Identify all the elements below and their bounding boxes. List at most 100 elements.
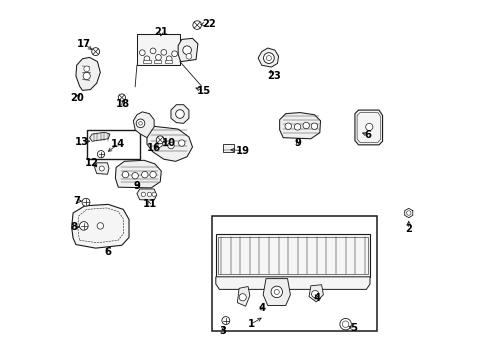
Circle shape bbox=[303, 122, 309, 129]
Text: 7: 7 bbox=[73, 196, 80, 206]
Text: 18: 18 bbox=[116, 99, 130, 109]
Text: 13: 13 bbox=[75, 138, 88, 147]
Circle shape bbox=[263, 53, 274, 63]
Polygon shape bbox=[147, 126, 192, 161]
Text: 1: 1 bbox=[247, 319, 254, 329]
Text: 21: 21 bbox=[154, 27, 168, 37]
Polygon shape bbox=[178, 39, 198, 62]
Circle shape bbox=[122, 171, 128, 178]
Circle shape bbox=[167, 142, 174, 149]
Text: 6: 6 bbox=[364, 130, 371, 140]
Polygon shape bbox=[258, 48, 278, 67]
Circle shape bbox=[139, 50, 145, 55]
Text: 2: 2 bbox=[405, 225, 411, 234]
Polygon shape bbox=[237, 287, 249, 306]
Polygon shape bbox=[263, 279, 290, 306]
Circle shape bbox=[274, 289, 279, 294]
Circle shape bbox=[141, 192, 145, 197]
Polygon shape bbox=[171, 105, 188, 123]
Text: 9: 9 bbox=[133, 181, 140, 192]
Circle shape bbox=[311, 291, 318, 298]
Circle shape bbox=[156, 136, 164, 144]
Polygon shape bbox=[94, 163, 109, 174]
Circle shape bbox=[161, 49, 166, 55]
Circle shape bbox=[152, 192, 156, 197]
Circle shape bbox=[82, 198, 90, 206]
Circle shape bbox=[294, 124, 300, 130]
Circle shape bbox=[406, 211, 410, 215]
Circle shape bbox=[156, 141, 162, 147]
Circle shape bbox=[166, 56, 172, 62]
Circle shape bbox=[149, 171, 156, 178]
Bar bbox=[143, 59, 150, 63]
Circle shape bbox=[150, 48, 156, 54]
Bar bbox=[215, 234, 369, 277]
Circle shape bbox=[185, 53, 191, 59]
Circle shape bbox=[139, 122, 142, 125]
Text: 22: 22 bbox=[202, 19, 216, 29]
Bar bbox=[87, 130, 140, 159]
Circle shape bbox=[92, 48, 100, 55]
Text: 4: 4 bbox=[313, 293, 320, 303]
Circle shape bbox=[136, 119, 144, 128]
Text: 6: 6 bbox=[104, 247, 111, 257]
Circle shape bbox=[310, 123, 317, 130]
Circle shape bbox=[155, 54, 161, 60]
Circle shape bbox=[147, 192, 151, 197]
Polygon shape bbox=[76, 57, 100, 90]
Circle shape bbox=[339, 319, 351, 330]
Polygon shape bbox=[133, 112, 154, 138]
Text: 17: 17 bbox=[77, 39, 91, 49]
Polygon shape bbox=[308, 285, 323, 302]
Polygon shape bbox=[115, 160, 161, 188]
Circle shape bbox=[222, 317, 229, 324]
Circle shape bbox=[285, 123, 291, 130]
Circle shape bbox=[118, 94, 125, 101]
Text: 16: 16 bbox=[147, 143, 161, 153]
Bar bbox=[217, 237, 367, 274]
Text: 5: 5 bbox=[350, 324, 357, 333]
Text: 9: 9 bbox=[294, 139, 301, 148]
Polygon shape bbox=[215, 277, 369, 289]
Text: 19: 19 bbox=[236, 145, 249, 156]
Circle shape bbox=[175, 110, 184, 118]
Circle shape bbox=[142, 171, 148, 178]
Bar bbox=[211, 216, 376, 331]
Text: 11: 11 bbox=[142, 199, 156, 210]
Circle shape bbox=[83, 66, 89, 72]
Polygon shape bbox=[137, 189, 156, 200]
Bar bbox=[223, 144, 234, 152]
Polygon shape bbox=[89, 132, 110, 141]
Circle shape bbox=[97, 150, 104, 158]
Text: 14: 14 bbox=[111, 139, 125, 149]
Polygon shape bbox=[72, 204, 129, 248]
Circle shape bbox=[178, 140, 184, 146]
Polygon shape bbox=[354, 110, 382, 145]
Circle shape bbox=[192, 21, 201, 30]
Text: 12: 12 bbox=[85, 158, 99, 168]
Text: 23: 23 bbox=[266, 71, 280, 81]
Bar bbox=[137, 34, 180, 65]
Circle shape bbox=[342, 321, 348, 327]
Circle shape bbox=[239, 294, 246, 301]
Circle shape bbox=[83, 72, 90, 80]
Text: 10: 10 bbox=[161, 139, 175, 148]
Circle shape bbox=[99, 166, 104, 171]
Circle shape bbox=[270, 286, 282, 298]
Circle shape bbox=[171, 51, 177, 57]
Text: 3: 3 bbox=[219, 325, 226, 336]
Bar bbox=[164, 59, 172, 63]
Circle shape bbox=[80, 222, 88, 230]
Polygon shape bbox=[279, 113, 320, 139]
Text: 4: 4 bbox=[258, 303, 264, 314]
Circle shape bbox=[132, 172, 138, 179]
Bar bbox=[154, 59, 161, 63]
Text: 8: 8 bbox=[70, 222, 78, 232]
Polygon shape bbox=[404, 208, 412, 218]
Text: 20: 20 bbox=[70, 93, 83, 103]
Circle shape bbox=[183, 46, 191, 54]
Text: 15: 15 bbox=[197, 86, 211, 96]
Circle shape bbox=[97, 223, 103, 229]
Circle shape bbox=[266, 55, 271, 60]
Circle shape bbox=[365, 123, 372, 131]
